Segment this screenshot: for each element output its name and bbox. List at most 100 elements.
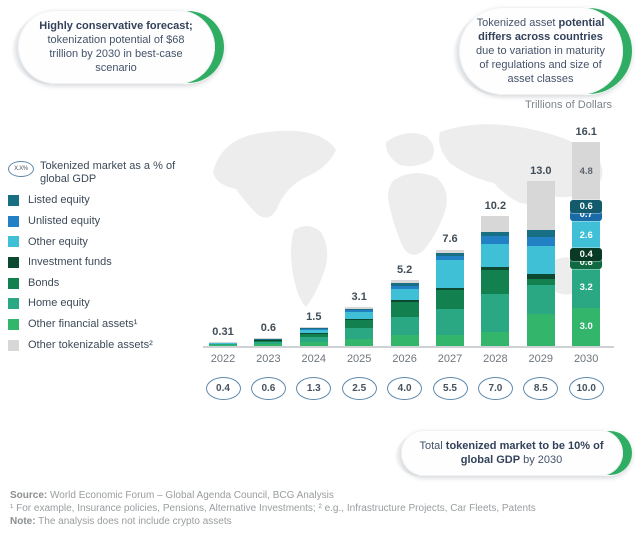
segment-other-tokenizable-assets [254, 338, 283, 339]
legend-swatch-icon [8, 298, 19, 310]
segment-value-chip: 0.4 [570, 248, 603, 262]
bar-total-label: 13.0 [530, 164, 552, 177]
year-label: 2025 [346, 353, 372, 365]
segment-bonds [209, 343, 237, 344]
segment-other-financial-assets [436, 334, 464, 346]
segment-value-chip: 0.6 [570, 199, 603, 213]
note-text: The analysis does not include crypto ass… [35, 516, 232, 528]
segment-bonds [299, 333, 328, 338]
segment-listed-equity [345, 308, 374, 310]
legend-item: Other equity [8, 236, 190, 249]
year-label: 2029 [528, 353, 554, 365]
year-label: 2022 [210, 353, 236, 365]
gdp-share-oval: 0.4 [205, 377, 241, 400]
segment-listed-equity [526, 230, 555, 238]
segment-other-equity [345, 311, 374, 319]
footnote-line: ¹ For example, Insurance policies, Pensi… [10, 503, 536, 515]
callout-rest-text: by 2030 [520, 454, 563, 466]
segment-bonds [481, 269, 510, 294]
segment-other-tokenizable-assets [481, 216, 510, 232]
bar-2030: 3.0 3.2 0.8 0.4 2.6 0.7 0.6 4.8 [570, 141, 603, 346]
segment-bonds [254, 340, 283, 342]
bar-total-label: 1.5 [306, 310, 322, 323]
legend-items: Listed equity Unlisted equity Other equity… [8, 194, 190, 351]
source-text: World Economic Forum – Global Agenda Cou… [47, 490, 334, 501]
segment-home-equity [390, 317, 419, 336]
legend-item-gdp-share: X.X% Tokenized market as a % of global G… [8, 160, 190, 185]
segment-other-financial-assets [390, 335, 419, 346]
source-label: Source: [10, 490, 48, 501]
bar-2024 [299, 327, 328, 346]
segment-investment-funds [436, 287, 464, 291]
source-line: Source: World Economic Forum – Global Ag… [10, 489, 536, 502]
bar-2025 [345, 306, 374, 346]
legend-label: Other tokenizable assets² [28, 338, 153, 351]
callout-rest-text: tokenization potential of $68 trillion b… [47, 33, 185, 75]
segment-other-tokenizable-assets [436, 249, 464, 253]
segment-value-label: 4.8 [579, 166, 593, 178]
segment-other-equity [390, 288, 419, 301]
segment-other-tokenizable-assets [526, 180, 555, 231]
legend-label: Home equity [28, 297, 90, 310]
callout-total-gdp: Total tokenized market to be 10% of glob… [401, 430, 632, 476]
footer-notes: Source: World Economic Forum – Global Ag… [10, 489, 536, 529]
legend-swatch-icon [8, 318, 19, 330]
legend-label: Tokenized market as a % of global GDP [40, 160, 176, 185]
legend-label: Investment funds [28, 256, 112, 269]
callout-body [459, 7, 623, 95]
segment-bonds [345, 319, 374, 329]
segment-bonds [436, 290, 464, 310]
gdp-share-oval: 0.6 [250, 377, 286, 400]
segment-listed-equity [481, 231, 510, 237]
bar-total-label: 0.31 [212, 326, 234, 339]
year-label: 2027 [437, 353, 463, 365]
segment-bonds [390, 302, 419, 318]
bar-total-label: 10.2 [484, 200, 507, 213]
segment-home-equity [209, 343, 237, 345]
segment-other-equity [526, 246, 555, 275]
note-label: Note: [10, 516, 36, 528]
year-label: 2023 [256, 353, 281, 365]
percent-oval-icon: X.X% [8, 161, 34, 177]
bar-total-label: 3.1 [351, 290, 367, 303]
segment-bonds [526, 279, 555, 286]
callout-body [18, 10, 215, 84]
callout-pre-text: Tokenized asset [476, 16, 559, 29]
segment-other-tokenizable-assets: 4.8 [572, 141, 601, 203]
segment-other-financial-assets [526, 314, 555, 346]
gdp-share-oval: 5.5 [432, 377, 468, 400]
legend-item: Bonds [8, 277, 190, 290]
segment-investment-funds [345, 318, 374, 320]
axis-title: Trillions of Dollars [524, 99, 612, 111]
bar-total-label: 5.2 [396, 263, 413, 276]
segment-home-equity [345, 328, 374, 339]
legend-item: Home equity [8, 297, 190, 310]
segment-home-equity [436, 309, 464, 335]
segment-home-equity [299, 337, 328, 343]
callout-bold-text: Highly conservative forecast; [39, 19, 193, 32]
callout-country-variation: Tokenized asset potential differs across… [459, 7, 632, 95]
segment-other-financial-assets [254, 344, 283, 346]
legend-label: Listed equity [28, 194, 90, 207]
segment-unlisted-equity [345, 309, 374, 312]
legend-item: Investment funds [8, 256, 190, 269]
callout-body [401, 430, 623, 476]
year-label: 2028 [483, 353, 508, 365]
chart-legend: X.X% Tokenized market as a % of global G… [8, 160, 190, 359]
segment-home-equity [254, 341, 283, 345]
segment-listed-equity [299, 328, 328, 329]
segment-unlisted-equity [481, 236, 510, 244]
bar-total-label: 16.1 [575, 125, 597, 138]
segment-home-equity [481, 293, 510, 333]
segment-other-financial-assets [209, 344, 237, 346]
gdp-share-oval: 1.3 [296, 377, 332, 400]
legend-swatch-icon [8, 257, 19, 269]
callout-text: Total tokenized market to be 10% of glob… [401, 430, 632, 476]
x-axis-line [203, 346, 614, 348]
gdp-share-oval: 8.5 [523, 377, 559, 400]
bar-2026 [390, 280, 419, 346]
segment-listed-equity [390, 283, 419, 286]
world-map-watermark [213, 124, 603, 307]
segment-other-financial-assets: 3.0 [572, 307, 601, 346]
segment-investment-funds [526, 274, 555, 280]
